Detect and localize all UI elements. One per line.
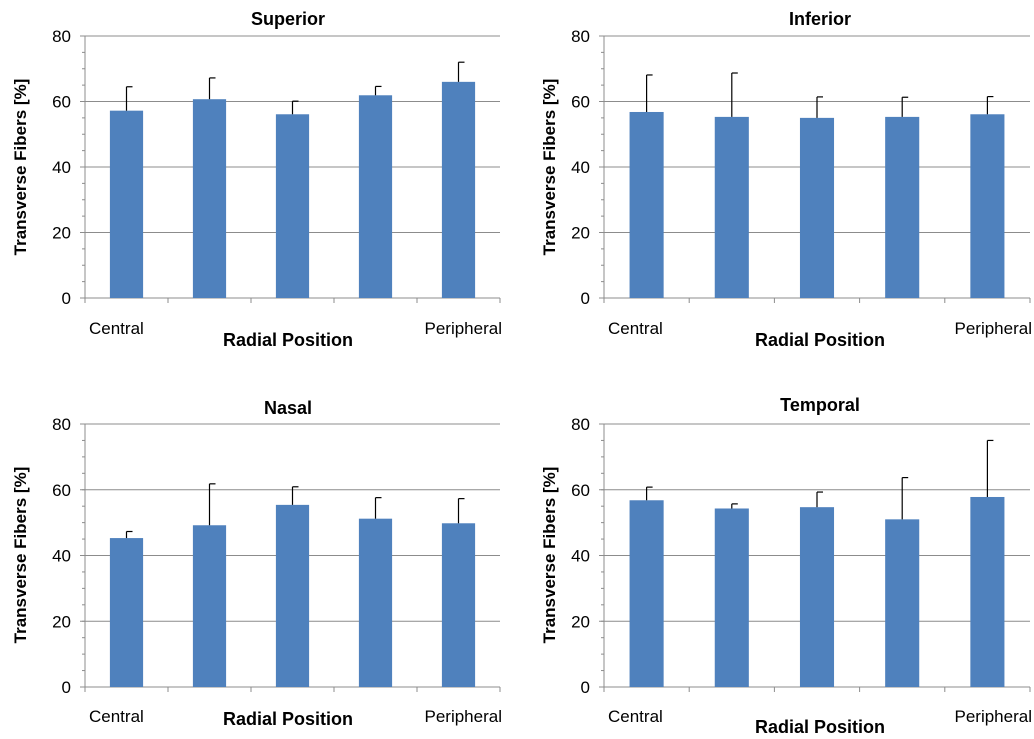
bar	[109, 110, 144, 298]
bar	[192, 99, 227, 299]
y-tick-label: 40	[571, 547, 590, 566]
x-end-label-central: Central	[89, 319, 144, 338]
chart-panel-nasal: 0 20 40 60 80 Nasal Transverse Fibers [%] Radia…	[11, 398, 502, 729]
y-tick-label: 80	[52, 415, 71, 434]
bar	[970, 114, 1005, 299]
x-end-label-peripheral: Peripheral	[955, 707, 1033, 726]
y-tick-label: 20	[52, 612, 71, 631]
y-tick-label: 60	[571, 93, 590, 112]
y-axis-label: Transverse Fibers [%]	[540, 467, 559, 644]
x-end-label-peripheral: Peripheral	[955, 319, 1033, 338]
y-tick-label: 0	[581, 289, 590, 308]
y-tick-label: 60	[52, 481, 71, 500]
bar	[441, 523, 476, 687]
x-end-label-central: Central	[608, 707, 663, 726]
y-tick-label: 0	[62, 289, 71, 308]
x-end-label-peripheral: Peripheral	[425, 707, 503, 726]
bar	[629, 111, 664, 298]
y-tick-label: 60	[571, 481, 590, 500]
bar	[358, 518, 393, 687]
y-tick-label: 20	[571, 612, 590, 631]
y-axis-label: Transverse Fibers [%]	[11, 467, 30, 644]
x-end-label-central: Central	[608, 319, 663, 338]
y-axis-label: Transverse Fibers [%]	[540, 79, 559, 256]
bar	[629, 500, 664, 687]
x-axis-label: Radial Position	[223, 330, 353, 350]
chart-panel-superior: 0 20 40 60 80 Superior Transverse Fibers [%] Ra…	[11, 9, 502, 350]
y-tick-label: 20	[52, 224, 71, 243]
bar	[885, 116, 920, 298]
bar	[275, 114, 310, 299]
x-axis-label: Radial Position	[755, 717, 885, 737]
chart-title: Superior	[251, 9, 325, 29]
x-axis-label: Radial Position	[223, 709, 353, 729]
bar	[441, 81, 476, 298]
chart-panel-temporal: 0 20 40 60 80 Temporal Transverse Fibers [%] Ra…	[540, 395, 1032, 737]
y-tick-label: 20	[571, 224, 590, 243]
bar	[109, 538, 144, 687]
bar	[192, 525, 227, 687]
chart-title: Inferior	[789, 9, 851, 29]
chart-title: Temporal	[780, 395, 860, 415]
y-tick-label: 40	[52, 158, 71, 177]
y-tick-label: 80	[571, 27, 590, 46]
chart-panel-inferior: 0 20 40 60 80 Inferior Transverse Fibers [%] Ra…	[540, 9, 1032, 350]
y-tick-label: 60	[52, 93, 71, 112]
x-axis-label: Radial Position	[755, 330, 885, 350]
bar	[970, 496, 1005, 687]
y-tick-label: 80	[52, 27, 71, 46]
bar	[275, 504, 310, 687]
y-tick-label: 0	[581, 678, 590, 697]
bar	[714, 116, 749, 298]
bar	[799, 507, 835, 687]
y-axis-label: Transverse Fibers [%]	[11, 79, 30, 256]
bar	[714, 508, 749, 687]
x-end-label-peripheral: Peripheral	[425, 319, 503, 338]
y-tick-label: 40	[52, 547, 71, 566]
x-end-label-central: Central	[89, 707, 144, 726]
y-tick-label: 80	[571, 415, 590, 434]
chart-title: Nasal	[264, 398, 312, 418]
bar	[799, 117, 835, 298]
bar	[885, 519, 920, 687]
y-tick-label: 0	[62, 678, 71, 697]
bar	[358, 95, 393, 298]
y-tick-label: 40	[571, 158, 590, 177]
